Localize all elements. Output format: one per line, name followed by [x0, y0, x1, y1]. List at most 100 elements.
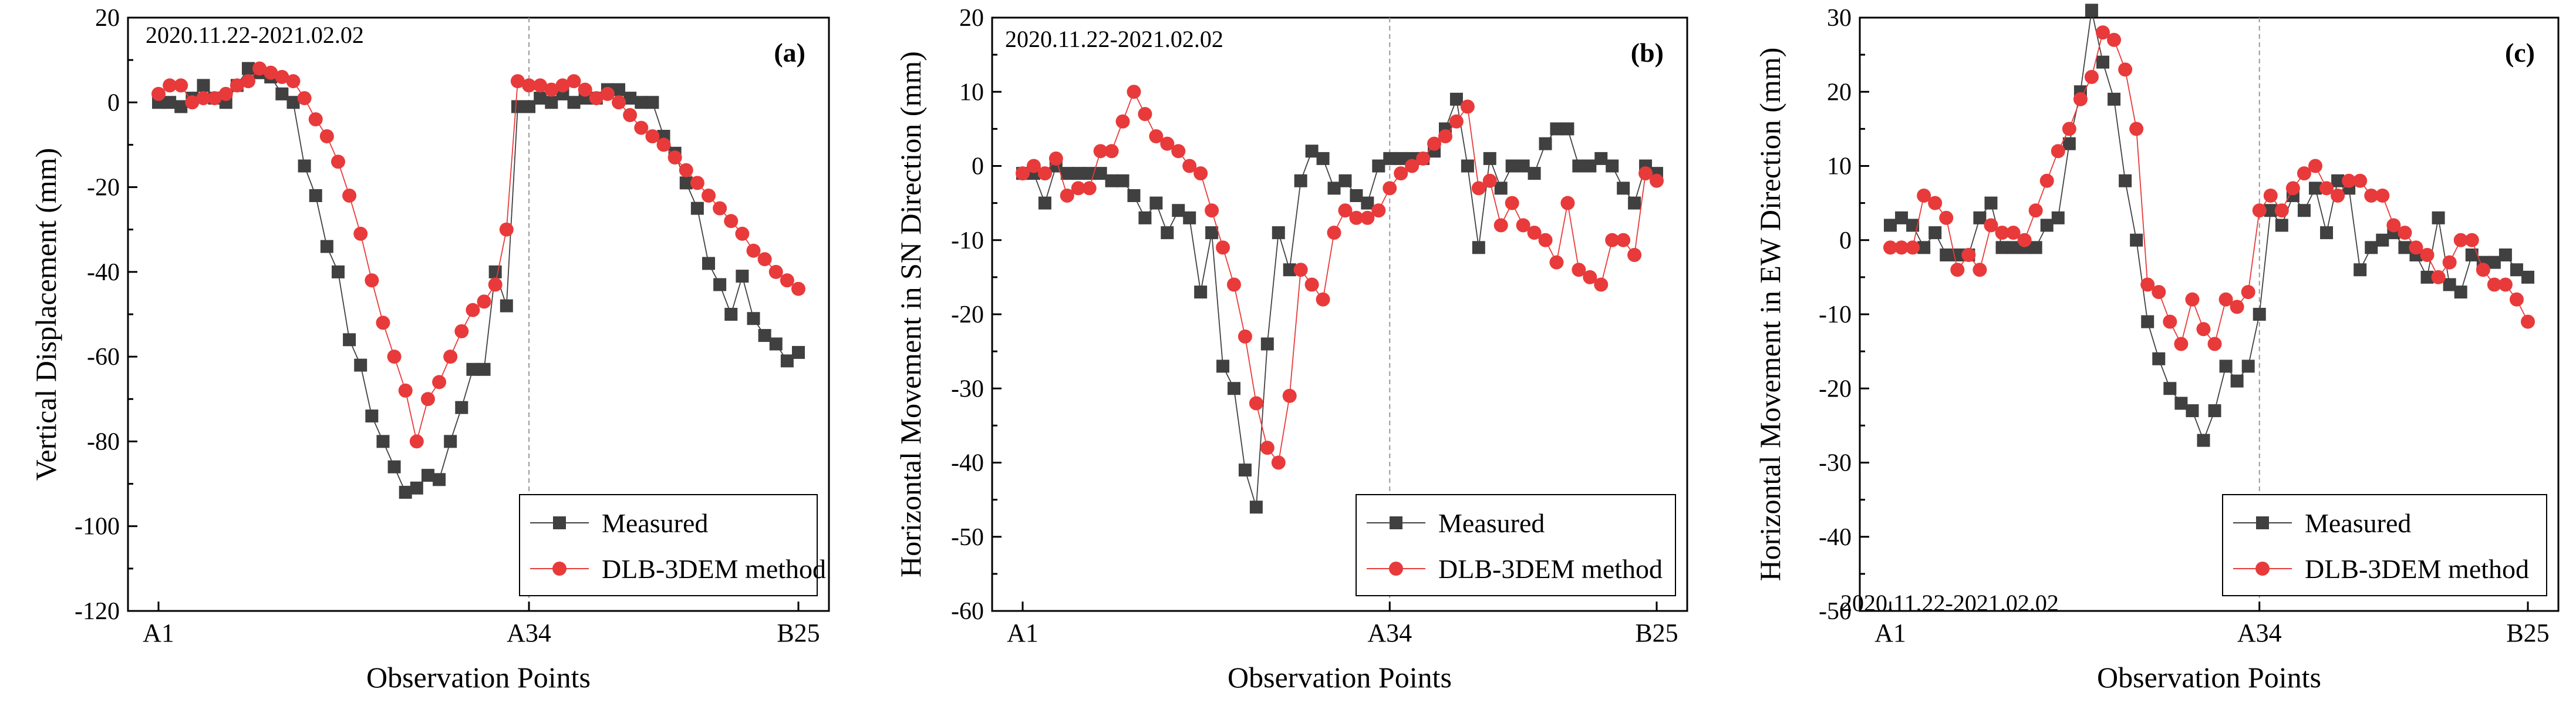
data-point: [1928, 196, 1943, 210]
data-point: [1316, 152, 1330, 165]
data-point: [2029, 241, 2042, 254]
data-point: [1104, 144, 1119, 159]
data-point: [1182, 159, 1197, 173]
series-line: [158, 68, 799, 442]
data-point: [499, 222, 514, 237]
data-point: [477, 294, 491, 309]
series-dlb-3dem: [1883, 25, 2535, 351]
data-point: [713, 201, 727, 216]
data-point: [1048, 151, 1063, 166]
data-point: [1338, 203, 1353, 218]
data-point: [1449, 114, 1464, 129]
data-point: [1304, 277, 1319, 292]
data-point: [1528, 167, 1541, 180]
data-point: [2275, 219, 2288, 232]
data-point: [319, 129, 334, 143]
data-point: [2498, 277, 2513, 292]
data-point: [1216, 240, 1230, 255]
data-point: [488, 265, 502, 278]
data-point: [2319, 181, 2334, 196]
data-point: [2476, 263, 2490, 277]
data-point: [1161, 226, 1174, 240]
data-point: [286, 74, 301, 89]
data-point: [1471, 181, 1486, 196]
data-point: [2230, 300, 2244, 314]
data-point: [567, 96, 581, 109]
data-point: [702, 257, 716, 270]
data-point: [2119, 174, 2132, 187]
data-point: [2107, 32, 2122, 47]
data-point: [398, 383, 413, 398]
data-point: [174, 78, 188, 93]
data-point: [567, 74, 581, 89]
data-point: [196, 91, 211, 106]
legend-marker: [1389, 562, 1403, 576]
legend-label: DLB-3DEM method: [1438, 554, 1663, 584]
data-point: [2085, 4, 2098, 17]
x-axis-label: Observation Points: [366, 661, 591, 694]
data-point: [1427, 136, 1442, 151]
data-point: [1583, 159, 1597, 173]
data-point: [623, 92, 637, 105]
data-point: [477, 362, 491, 376]
data-point: [2420, 270, 2434, 284]
data-point: [1895, 211, 1909, 224]
data-point: [1493, 218, 1508, 233]
y-tick-label: 0: [1839, 227, 1852, 254]
data-point: [1482, 173, 1497, 188]
y-tick-label: 30: [1827, 5, 1852, 32]
data-point: [1327, 182, 1341, 195]
data-point: [2320, 226, 2334, 240]
data-point: [1627, 248, 1642, 262]
data-point: [1394, 152, 1408, 165]
data-point: [241, 74, 255, 89]
series-line: [1023, 97, 1657, 508]
data-point: [2051, 211, 2065, 224]
y-tick-label: 0: [107, 89, 120, 116]
data-point: [667, 150, 682, 165]
data-point: [218, 86, 233, 101]
data-point: [2285, 181, 2300, 196]
data-point: [2062, 137, 2076, 150]
data-point: [780, 273, 794, 288]
data-point: [421, 469, 434, 482]
data-point: [1961, 248, 1976, 262]
x-tick-label: B25: [1635, 619, 1678, 647]
data-point: [387, 460, 401, 473]
data-point: [309, 189, 322, 202]
data-point: [1940, 248, 1953, 261]
data-point: [2331, 174, 2345, 187]
data-point: [1383, 181, 1397, 196]
data-point: [1060, 189, 1074, 203]
data-point: [2152, 285, 2166, 300]
data-point: [2152, 352, 2166, 365]
data-point: [1917, 189, 1931, 203]
data-point: [791, 281, 805, 296]
data-point: [2386, 218, 2401, 233]
data-point: [690, 201, 704, 215]
data-point: [252, 61, 267, 76]
x-tick-label: B25: [2506, 619, 2549, 647]
data-point: [612, 95, 626, 110]
data-point: [1984, 218, 1998, 233]
legend: Measured DLB-3DEM method: [519, 494, 826, 596]
data-point: [1461, 159, 1474, 173]
data-point: [1127, 85, 1141, 99]
data-point: [1371, 203, 1386, 218]
data-point: [2365, 241, 2378, 254]
data-point: [1350, 189, 1363, 202]
data-point: [2331, 189, 2345, 203]
x-tick-label: B25: [777, 619, 820, 647]
data-point: [522, 100, 536, 113]
data-point: [578, 82, 592, 97]
data-point: [1939, 210, 1954, 225]
data-point: [264, 65, 278, 80]
data-point: [1650, 173, 1664, 188]
data-point: [1483, 152, 1496, 165]
data-point: [1616, 233, 1631, 247]
data-point: [1193, 166, 1208, 181]
series-dlb-3dem: [151, 61, 805, 449]
data-point: [1973, 263, 1987, 277]
data-point: [1249, 396, 1263, 411]
